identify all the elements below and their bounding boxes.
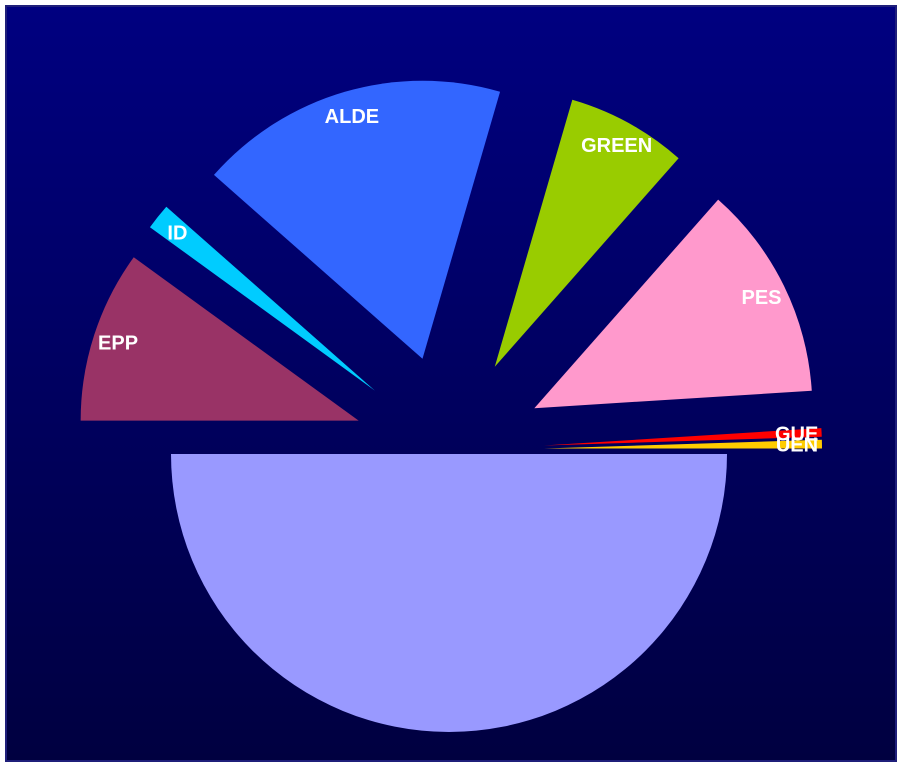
slice-id: [149, 206, 375, 391]
label-uen: UEN: [776, 435, 818, 457]
label-epp: EPP: [98, 332, 138, 354]
slice-green: [494, 99, 679, 367]
pie-slices: [80, 80, 822, 732]
label-green: GREEN: [581, 135, 652, 157]
slice-unlabeled: [171, 454, 727, 732]
slice-uen: [543, 439, 822, 449]
label-id: ID: [167, 222, 187, 244]
label-gue: GUE: [775, 424, 818, 446]
slice-pes: [534, 199, 812, 409]
slice-gue: [543, 428, 822, 446]
label-pes: PES: [741, 287, 781, 309]
label-alde: ALDE: [325, 106, 379, 128]
slice-epp: [80, 257, 359, 421]
slice-alde: [213, 80, 501, 359]
